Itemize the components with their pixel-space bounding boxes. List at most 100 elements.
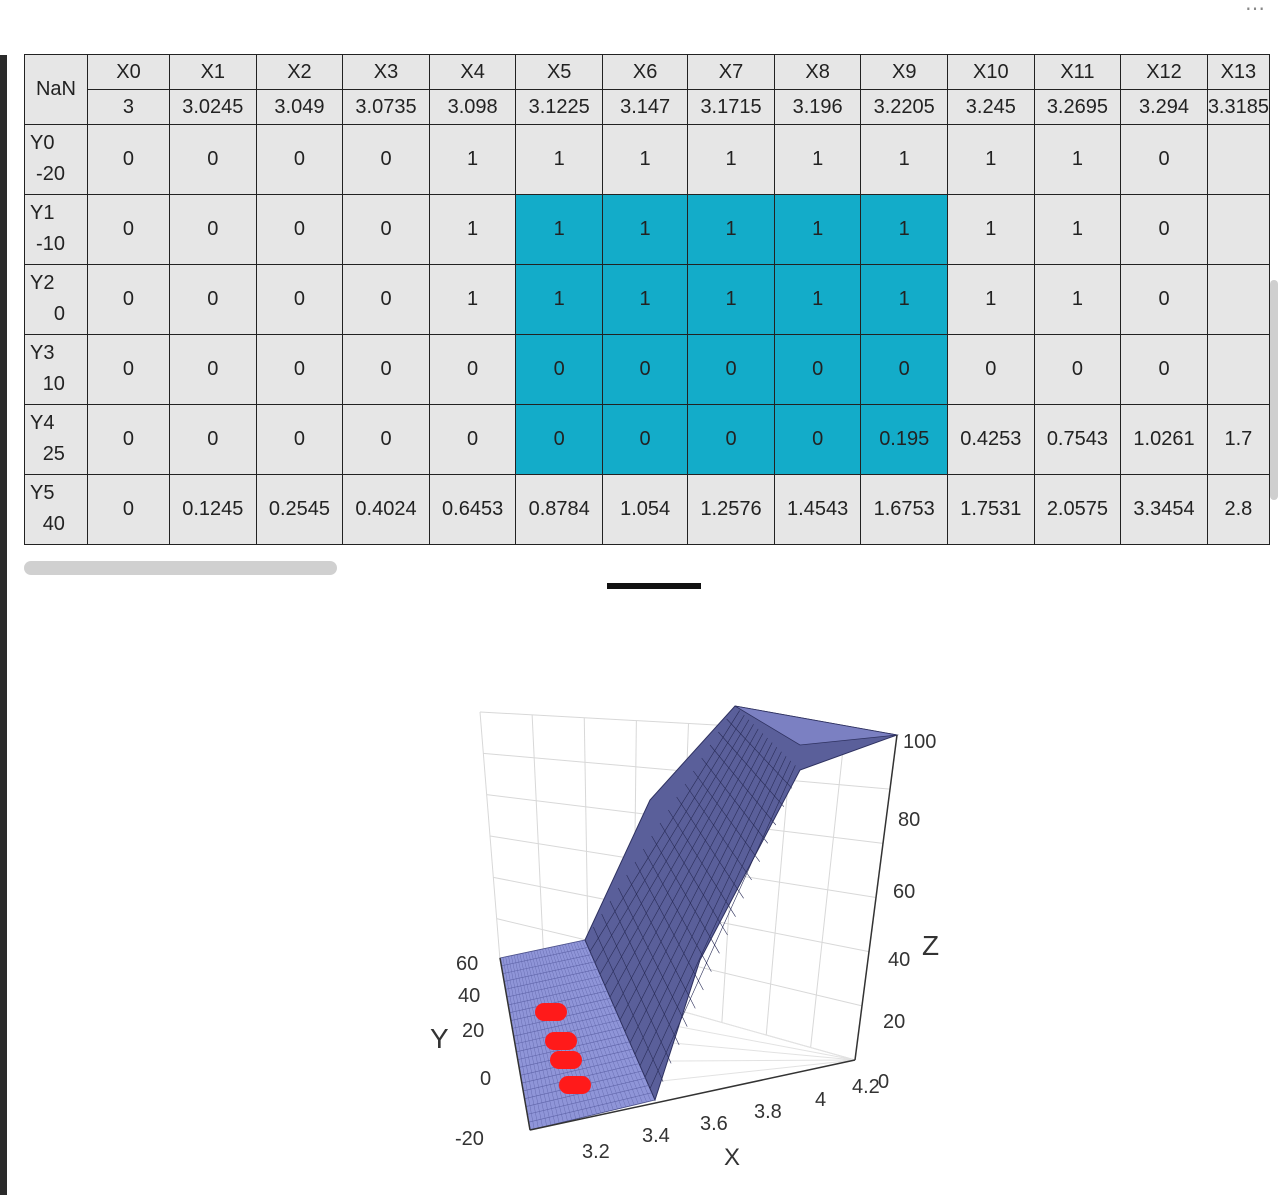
row-header-value: 0: [53, 303, 65, 325]
table-cell[interactable]: 1: [860, 264, 949, 335]
table-cell[interactable]: 1: [601, 264, 689, 335]
table-cell[interactable]: 0: [255, 124, 344, 195]
table-cell[interactable]: 0: [773, 404, 862, 475]
surface-mesh-line: [604, 724, 754, 986]
table-cell[interactable]: 0: [169, 264, 257, 335]
table-cell[interactable]: 1: [515, 264, 603, 335]
table-cell[interactable]: 1.4543: [773, 474, 862, 545]
table-cell[interactable]: 0: [687, 404, 775, 475]
table-cell[interactable]: 1: [947, 264, 1035, 335]
table-cell[interactable]: 1.7: [1206, 404, 1270, 475]
column-header-name: X11: [1033, 54, 1122, 90]
table-cell[interactable]: 1: [860, 124, 949, 195]
table-cell[interactable]: 0: [1120, 264, 1208, 335]
table-cell[interactable]: 0: [1120, 334, 1208, 405]
table-cell[interactable]: 0: [169, 124, 257, 195]
table-cell[interactable]: 0: [255, 404, 344, 475]
table-cell[interactable]: 0: [1120, 194, 1208, 265]
table-cell[interactable]: 0: [342, 264, 430, 335]
table-cell[interactable]: 2.0575: [1033, 474, 1122, 545]
table-cell[interactable]: 0: [947, 334, 1035, 405]
table-cell[interactable]: 0.6453: [428, 474, 517, 545]
more-options-icon[interactable]: ⋯: [1245, 0, 1266, 20]
table-cell[interactable]: 0: [687, 334, 775, 405]
table-cell[interactable]: 0: [773, 334, 862, 405]
table-cell[interactable]: [1206, 124, 1270, 195]
table-cell[interactable]: 0.195: [860, 404, 949, 475]
table-cell[interactable]: 0: [601, 404, 689, 475]
table-cell[interactable]: 0: [86, 194, 171, 265]
table-cell[interactable]: 1: [1033, 124, 1122, 195]
table-cell[interactable]: 1.0261: [1120, 404, 1208, 475]
table-cell[interactable]: 1: [860, 194, 949, 265]
table-cell[interactable]: 0: [1033, 334, 1122, 405]
table-cell[interactable]: 0.4024: [342, 474, 430, 545]
drag-handle-divider[interactable]: [607, 583, 701, 589]
table-cell[interactable]: 0: [342, 334, 430, 405]
table-cell[interactable]: 0: [428, 404, 517, 475]
table-cell[interactable]: 1: [687, 124, 775, 195]
table-cell[interactable]: 0.1245: [169, 474, 257, 545]
table-cell[interactable]: 1.054: [601, 474, 689, 545]
table-cell[interactable]: 0: [86, 334, 171, 405]
table-cell[interactable]: 0: [342, 194, 430, 265]
table-cell[interactable]: 1.7531: [947, 474, 1035, 545]
table-cell[interactable]: 1.6753: [860, 474, 949, 545]
x-axis-title: X: [724, 1144, 740, 1170]
table-cell[interactable]: 0: [86, 404, 171, 475]
table-cell[interactable]: 1: [601, 194, 689, 265]
table-cell[interactable]: 0: [169, 404, 257, 475]
table-cell[interactable]: 1: [428, 194, 517, 265]
table-cell[interactable]: 1: [947, 194, 1035, 265]
table-cell[interactable]: 0: [515, 404, 603, 475]
table-cell[interactable]: 1.2576: [687, 474, 775, 545]
table-cell[interactable]: [1206, 264, 1270, 335]
data-table-viewport[interactable]: NaN X0 X1 X2 X3 X4 X5 X6 X7 X8 X9 X10 X11 X12 X13 3 3.02…: [24, 54, 1270, 560]
table-cell[interactable]: 0: [86, 264, 171, 335]
vertical-scrollbar-thumb[interactable]: [1270, 280, 1278, 500]
table-cell[interactable]: 1: [515, 194, 603, 265]
surface-plot-3d[interactable]: 0 20 40 60 80 100 Z -20 0 20 40 60 Y 3.2 3.4 3.6 3.8 4 4.2…: [420, 690, 980, 1170]
table-cell[interactable]: 1: [687, 264, 775, 335]
table-cell[interactable]: 0: [169, 334, 257, 405]
table-cell[interactable]: 1: [773, 124, 862, 195]
table-cell[interactable]: 0: [169, 194, 257, 265]
table-cell[interactable]: 1: [947, 124, 1035, 195]
table-cell[interactable]: 0.4253: [947, 404, 1035, 475]
table-cell[interactable]: 1: [601, 124, 689, 195]
table-cell[interactable]: 1: [428, 264, 517, 335]
table-cell[interactable]: [1206, 334, 1270, 405]
table-cell[interactable]: 1: [428, 124, 517, 195]
row-header-value: -20: [36, 163, 65, 185]
table-cell[interactable]: 1: [687, 194, 775, 265]
table-cell[interactable]: [1206, 194, 1270, 265]
table-cell[interactable]: 0: [428, 334, 517, 405]
table-cell[interactable]: 0: [255, 194, 344, 265]
horizontal-scrollbar-thumb[interactable]: [24, 561, 337, 575]
table-cell[interactable]: 2.8: [1206, 474, 1270, 545]
table-cell[interactable]: 0: [255, 264, 344, 335]
table-cell[interactable]: 0.2545: [255, 474, 344, 545]
table-cell[interactable]: 0: [86, 474, 171, 545]
table-cell[interactable]: 3.3454: [1120, 474, 1208, 545]
z-tick-label: 0: [878, 1071, 889, 1093]
table-cell[interactable]: 0.7543: [1033, 404, 1122, 475]
table-cell[interactable]: 0: [86, 124, 171, 195]
table-cell[interactable]: 0: [255, 334, 344, 405]
table-cell[interactable]: 0: [515, 334, 603, 405]
table-cell[interactable]: 0: [860, 334, 949, 405]
table-cell[interactable]: 0: [601, 334, 689, 405]
table-cell[interactable]: 0.8784: [515, 474, 603, 545]
surface-mesh-line: [570, 942, 635, 1106]
table-cell[interactable]: 1: [773, 194, 862, 265]
plot-axis-labels: 0 20 40 60 80 100 Z -20 0 20 40 60 Y 3.2 3.4 3.6 3.8 4 4.2…: [430, 731, 939, 1170]
row-header-value: 25: [42, 443, 65, 465]
table-row: Y5 40 0 0.1245 0.2545 0.4024 0.6453 0.8784 1.054…: [24, 474, 1270, 545]
table-cell[interactable]: 0: [342, 124, 430, 195]
table-cell[interactable]: 1: [515, 124, 603, 195]
table-cell[interactable]: 1: [1033, 264, 1122, 335]
table-cell[interactable]: 1: [1033, 194, 1122, 265]
table-cell[interactable]: 1: [773, 264, 862, 335]
table-cell[interactable]: 0: [1120, 124, 1208, 195]
table-cell[interactable]: 0: [342, 404, 430, 475]
